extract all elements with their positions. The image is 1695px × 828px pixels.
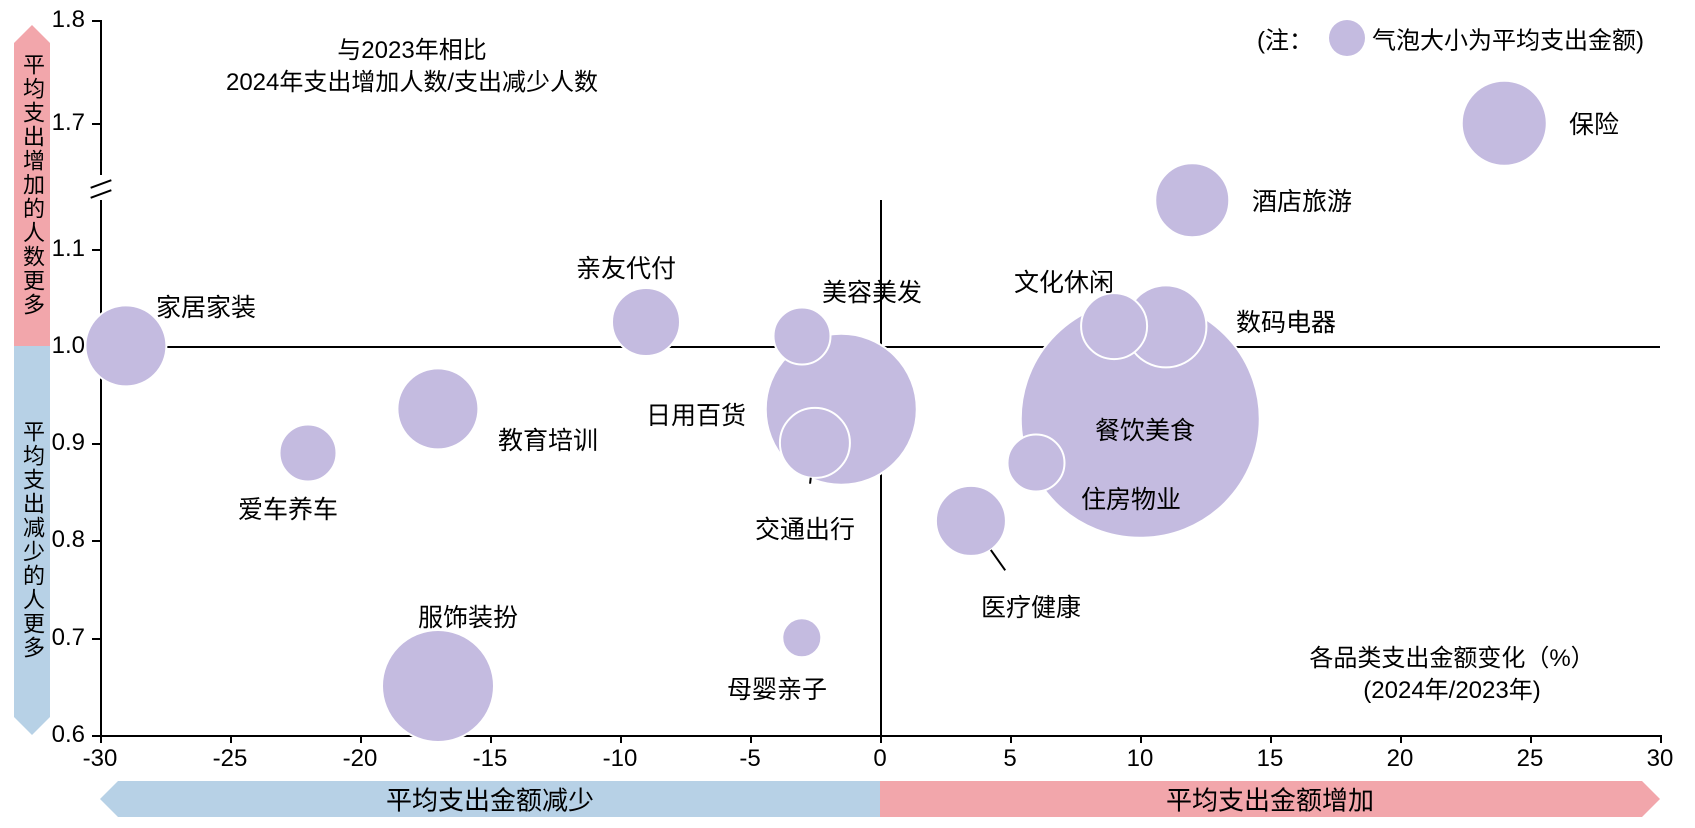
x-tick: [1140, 735, 1142, 743]
bubble: [773, 307, 832, 366]
bubble: [1007, 433, 1066, 492]
x-bar-neg-arrow: [100, 781, 118, 817]
x-tick-label: 10: [1127, 745, 1154, 773]
x-bar-pos-label: 平均支出金额增加: [1166, 781, 1374, 818]
leader-line: [990, 549, 1006, 570]
x-tick: [100, 735, 102, 743]
bubble-label: 医疗健康: [981, 588, 1081, 624]
y-tick-label: 1.7: [52, 109, 85, 137]
x-tick: [1660, 735, 1662, 743]
y-tick: [92, 123, 100, 125]
y-bar-bottom-label: 平均支出减少的人更多: [16, 420, 48, 660]
x-tick-label: -15: [473, 745, 508, 773]
bubble: [1461, 80, 1548, 167]
legend-suffix: 气泡大小为平均支出金额): [1372, 21, 1644, 56]
bubble-label: 亲友代付: [576, 249, 676, 285]
y-bar-top-arrow: [14, 25, 50, 43]
bubble-label: 交通出行: [755, 510, 855, 546]
x-tick-label: -5: [739, 745, 760, 773]
bubble: [1154, 162, 1230, 238]
axis-break-mark: [90, 189, 111, 198]
bubble-label: 日用百货: [646, 396, 746, 432]
x-axis-note-line1: 各品类支出金额变化（%）: [1309, 638, 1594, 673]
axis-break-mark: [90, 179, 111, 188]
y-tick-label: 0.6: [52, 721, 85, 749]
bubble-label: 文化休闲: [1014, 263, 1114, 299]
x-tick: [490, 735, 492, 743]
bubble-label: 数码电器: [1236, 303, 1336, 339]
y-tick-label: 0.9: [52, 429, 85, 457]
y-tick: [92, 735, 100, 737]
x-tick-label: -10: [603, 745, 638, 773]
y-axis-upper: [100, 20, 102, 175]
x-tick-label: 20: [1387, 745, 1414, 773]
y-bar-top-label: 平均支出增加的人数更多: [16, 53, 48, 317]
x-tick: [360, 735, 362, 743]
x-tick: [1270, 735, 1272, 743]
bubble: [381, 629, 495, 743]
y-tick: [92, 540, 100, 542]
x-tick-label: -25: [213, 745, 248, 773]
bubble: [781, 617, 822, 658]
x-tick-label: 30: [1647, 745, 1674, 773]
bubble-label: 母婴亲子: [727, 670, 827, 706]
x-tick: [620, 735, 622, 743]
bubble-label: 餐饮美食: [1095, 411, 1195, 447]
x-tick-label: 5: [1003, 745, 1016, 773]
x-tick-label: 0: [873, 745, 886, 773]
bubble: [779, 407, 851, 479]
x-axis-note-line2: (2024年/2023年): [1363, 670, 1540, 705]
bubble-label: 服饰装扮: [418, 598, 518, 634]
x-bar-pos-arrow: [1642, 781, 1660, 817]
bubble-label: 教育培训: [498, 421, 598, 457]
bubble-label: 保险: [1569, 105, 1619, 141]
x-tick-label: -30: [83, 745, 118, 773]
bubble-label: 住房物业: [1081, 480, 1181, 516]
legend-prefix: (注：: [1257, 21, 1313, 56]
bubble: [396, 368, 479, 451]
x-tick: [880, 735, 882, 743]
bubble-label: 家居家装: [156, 288, 256, 324]
y-tick-label: 1.1: [52, 235, 85, 263]
x-tick-label: 25: [1517, 745, 1544, 773]
x-tick: [1010, 735, 1012, 743]
chart-title-line2: 2024年支出增加人数/支出减少人数: [226, 62, 598, 97]
y-tick: [92, 249, 100, 251]
bubble-label: 酒店旅游: [1252, 182, 1352, 218]
x-tick: [1400, 735, 1402, 743]
y-tick: [92, 20, 100, 22]
bubble: [1080, 293, 1148, 361]
bubble: [935, 485, 1007, 557]
chart-title-line1: 与2023年相比: [337, 30, 486, 65]
y-tick: [92, 638, 100, 640]
leader-line: [810, 478, 812, 485]
x-tick: [230, 735, 232, 743]
bubble-label: 美容美发: [822, 273, 922, 309]
y-tick-label: 1.8: [52, 6, 85, 34]
y-bar-bottom-arrow: [14, 717, 50, 735]
bubble-label: 爱车养车: [238, 490, 338, 526]
x-bar-neg-label: 平均支出金额减少: [386, 781, 594, 818]
legend-bubble-icon: [1329, 20, 1365, 56]
bubble: [611, 287, 681, 357]
bubble-chart: -30 -25 -20 -15 -10 -5 0 5 10 15 20 25 30 0.6 0.7 0.8 0.…: [0, 0, 1695, 828]
y-tick-label: 1.0: [52, 332, 85, 360]
y-axis-lower: [100, 200, 102, 735]
bubble: [279, 423, 338, 482]
y-tick: [92, 443, 100, 445]
x-tick-label: -20: [343, 745, 378, 773]
y-tick-label: 0.8: [52, 526, 85, 554]
x-tick: [750, 735, 752, 743]
y-tick-label: 0.7: [52, 624, 85, 652]
x-tick-label: 15: [1257, 745, 1284, 773]
x-tick: [1530, 735, 1532, 743]
